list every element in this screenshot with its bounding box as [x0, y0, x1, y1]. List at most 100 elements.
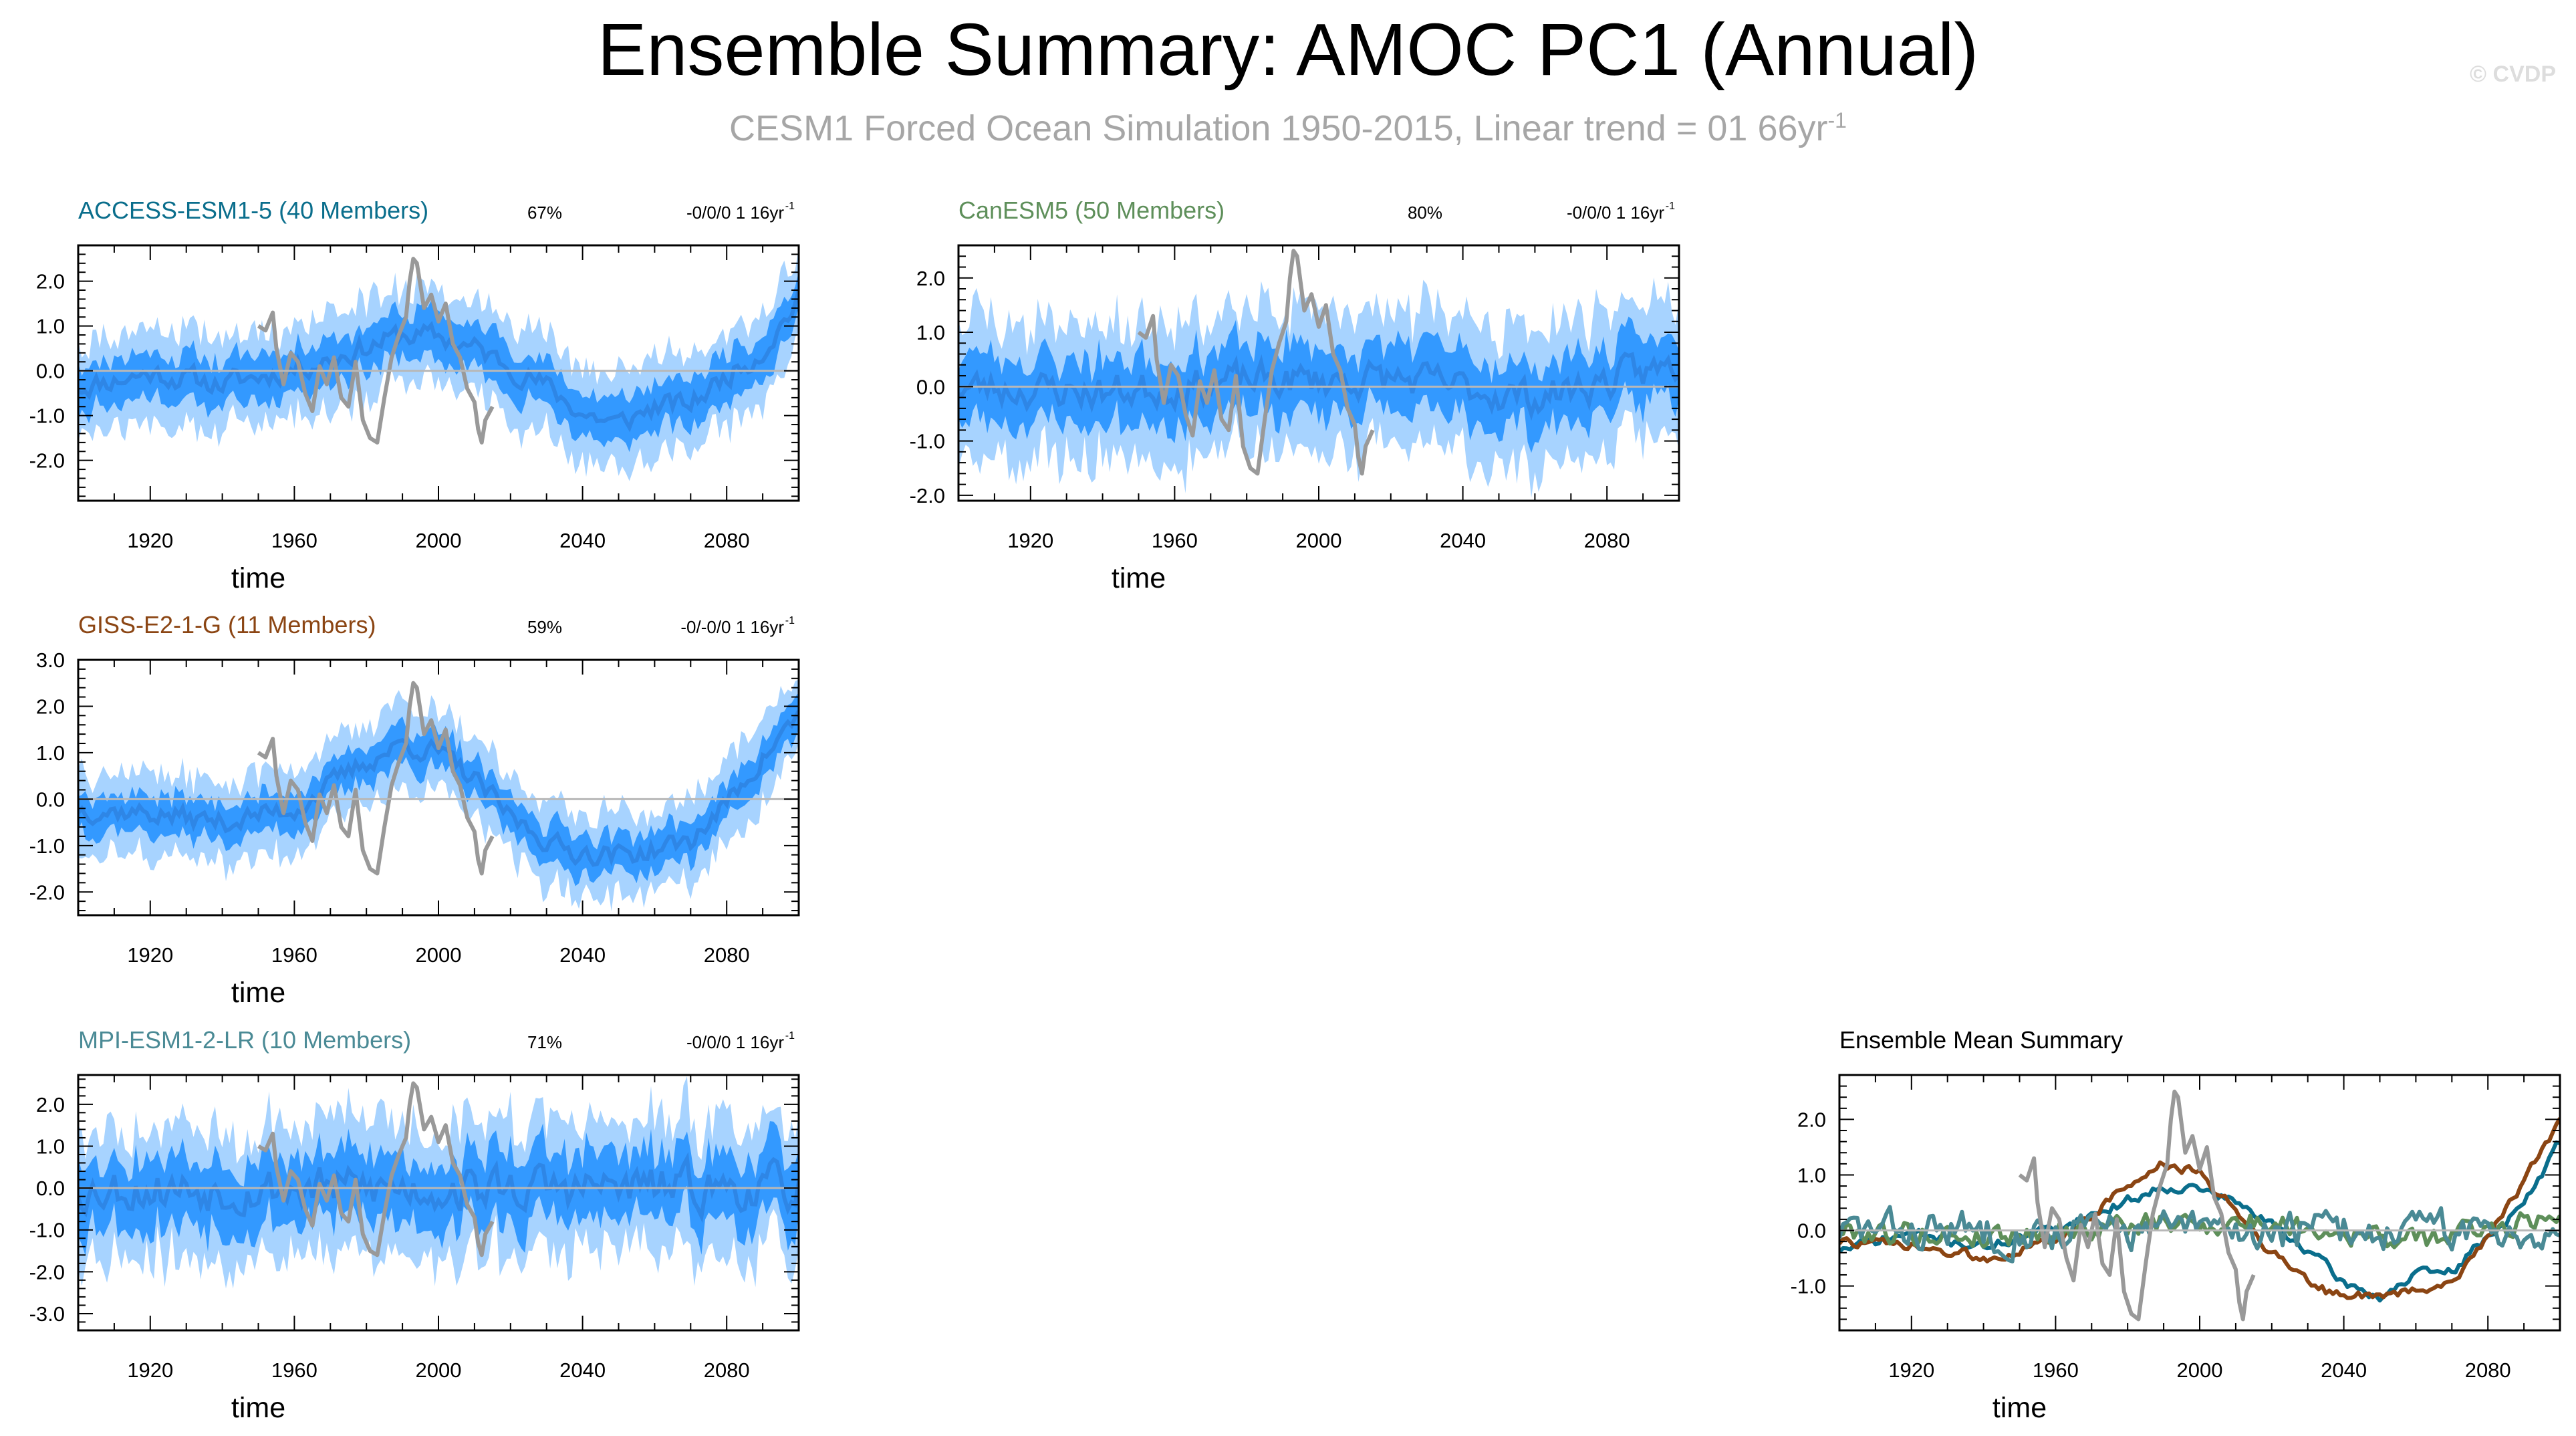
x-tick-label: 2080: [704, 529, 750, 552]
x-tick-label: 1920: [127, 943, 173, 967]
panel-percent: 71%: [527, 1032, 562, 1052]
y-tick-label: 2.0: [36, 1093, 65, 1116]
plot-area-access: [78, 247, 799, 481]
x-tick-label: 2000: [416, 529, 462, 552]
x-tick-label: 2000: [2177, 1358, 2223, 1382]
y-tick-label: 1.0: [36, 741, 65, 765]
chart-summary: 1920 1960 2000 2040 2080 2.0 1.0 0.0 -1.0 time Ens…: [1791, 1026, 2561, 1424]
panel-trend: -0/0/0 1 16yr: [686, 1032, 784, 1052]
panel-percent: 59%: [527, 617, 562, 637]
observed-line: [1137, 249, 1375, 476]
page-title: Ensemble Summary: AMOC PC1 (Annual): [597, 9, 1979, 91]
inner-spread-band: [78, 271, 799, 453]
y-tick-label: -1.0: [29, 834, 65, 858]
page-subtitle: CESM1 Forced Ocean Simulation 1950-2015,…: [0, 97, 2576, 152]
x-tick-label: 2080: [1584, 529, 1630, 552]
y-tick-label: 0.0: [916, 375, 945, 398]
series-line-access: [1839, 1140, 2560, 1303]
x-tick-label: 2080: [2465, 1358, 2511, 1382]
chart-access: 1920 1960 2000 2040 2080 2.0 1.0 0.0 -1.0 -2.0 tim…: [29, 197, 800, 594]
x-axis-label: time: [231, 977, 285, 1009]
y-tick-label: 2.0: [36, 695, 65, 718]
panel-trend-superscript: -1: [785, 201, 795, 212]
x-axis-label: time: [231, 562, 285, 594]
ensemble-mean-line: [78, 710, 799, 867]
panel-title: MPI-ESM1-2-LR (10 Members): [78, 1026, 411, 1054]
x-tick-label: 1920: [127, 529, 173, 552]
y-tick-label: -2.0: [29, 880, 65, 904]
observed-line: [2018, 1089, 2256, 1322]
y-tick-label: -1.0: [29, 1219, 65, 1242]
x-tick-label: 2040: [559, 1358, 606, 1382]
y-tick-label: -3.0: [29, 1302, 65, 1326]
panel-trend: -0/0/0 1 16yr: [1567, 203, 1664, 223]
ensemble-mean-line: [78, 289, 799, 433]
y-tick-label: 2.0: [36, 270, 65, 293]
panel-percent: 80%: [1408, 203, 1442, 223]
x-tick-label: 2040: [2321, 1358, 2367, 1382]
x-tick-label: 2040: [1440, 529, 1486, 552]
y-tick-label: -1.0: [29, 404, 65, 428]
y-tick-label: 2.0: [1797, 1108, 1826, 1131]
x-tick-label: 2040: [559, 943, 606, 967]
chart-mpi: 1920 1960 2000 2040 2080 2.0 1.0 0.0 -1.0 -2.0 -3.…: [29, 1026, 800, 1424]
y-tick-label: 2.0: [916, 267, 945, 290]
x-tick-label: 1960: [271, 1358, 317, 1382]
plot-area-mpi: [78, 1076, 799, 1289]
y-tick-label: 1.0: [916, 321, 945, 344]
x-tick-label: 1920: [1007, 529, 1053, 552]
x-axis-label: time: [1992, 1392, 2047, 1424]
y-tick-label: -1.0: [1791, 1275, 1826, 1298]
plot-area-giss: [78, 679, 799, 912]
plot-area-summary: [1839, 1089, 2560, 1322]
y-tick-label: 0.0: [1797, 1219, 1826, 1243]
x-tick-label: 1960: [1152, 529, 1198, 552]
x-tick-label: 2000: [416, 1358, 462, 1382]
y-tick-label: 1.0: [1797, 1163, 1826, 1187]
inner-spread-band: [78, 692, 799, 886]
plot-frame: [1838, 1074, 2561, 1332]
x-tick-label: 1960: [2033, 1358, 2079, 1382]
y-tick-label: 0.0: [36, 360, 65, 383]
y-tick-label: -2.0: [29, 449, 65, 473]
panel-trend: -0/-0/0 1 16yr: [680, 617, 784, 637]
panel-title: ACCESS-ESM1-5 (40 Members): [78, 197, 428, 224]
watermark: © CVDP: [2470, 62, 2556, 87]
x-tick-label: 1920: [1888, 1358, 1934, 1382]
y-tick-label: 0.0: [36, 788, 65, 811]
panel-title: CanESM5 (50 Members): [958, 197, 1225, 224]
chart-canesm: 1920 1960 2000 2040 2080 2.0 1.0 0.0 -1.0 -2.0 tim…: [910, 197, 1680, 594]
y-tick-label: -1.0: [910, 430, 945, 453]
x-tick-label: 2000: [416, 943, 462, 967]
x-axis-label: time: [231, 1392, 285, 1424]
chart-giss: 1920 1960 2000 2040 2080 3.0 2.0 1.0 0.0 -1.0 -2.0…: [29, 611, 800, 1009]
plot-area-canesm: [958, 249, 1679, 498]
y-tick-label: -2.0: [910, 484, 945, 507]
panel-title: GISS-E2-1-G (11 Members): [78, 611, 376, 638]
x-tick-label: 1960: [271, 529, 317, 552]
x-tick-label: 1960: [271, 943, 317, 967]
panel-title: Ensemble Mean Summary: [1839, 1026, 2123, 1054]
panel-trend-superscript: -1: [1666, 201, 1675, 212]
panel-trend-superscript: -1: [785, 615, 795, 626]
subtitle-superscript: -1: [1827, 108, 1847, 132]
y-tick-label: 1.0: [36, 315, 65, 338]
y-tick-label: 3.0: [36, 648, 65, 672]
ensemble-mean-line: [78, 1152, 799, 1223]
x-tick-label: 2080: [704, 1358, 750, 1382]
panel-trend: -0/0/0 1 16yr: [686, 203, 784, 223]
y-tick-label: 1.0: [36, 1134, 65, 1158]
y-tick-label: 0.0: [36, 1177, 65, 1200]
x-tick-label: 2080: [704, 943, 750, 967]
observed-line: [257, 257, 495, 445]
observed-line: [257, 1081, 495, 1258]
series-line-mpi: [1839, 1205, 2560, 1264]
observed-line: [257, 681, 495, 876]
x-tick-label: 1920: [127, 1358, 173, 1382]
panel-trend-superscript: -1: [785, 1030, 795, 1042]
x-tick-label: 2040: [559, 529, 606, 552]
panel-percent: 67%: [527, 203, 562, 223]
x-axis-label: time: [1112, 562, 1166, 594]
y-tick-label: -2.0: [29, 1260, 65, 1284]
